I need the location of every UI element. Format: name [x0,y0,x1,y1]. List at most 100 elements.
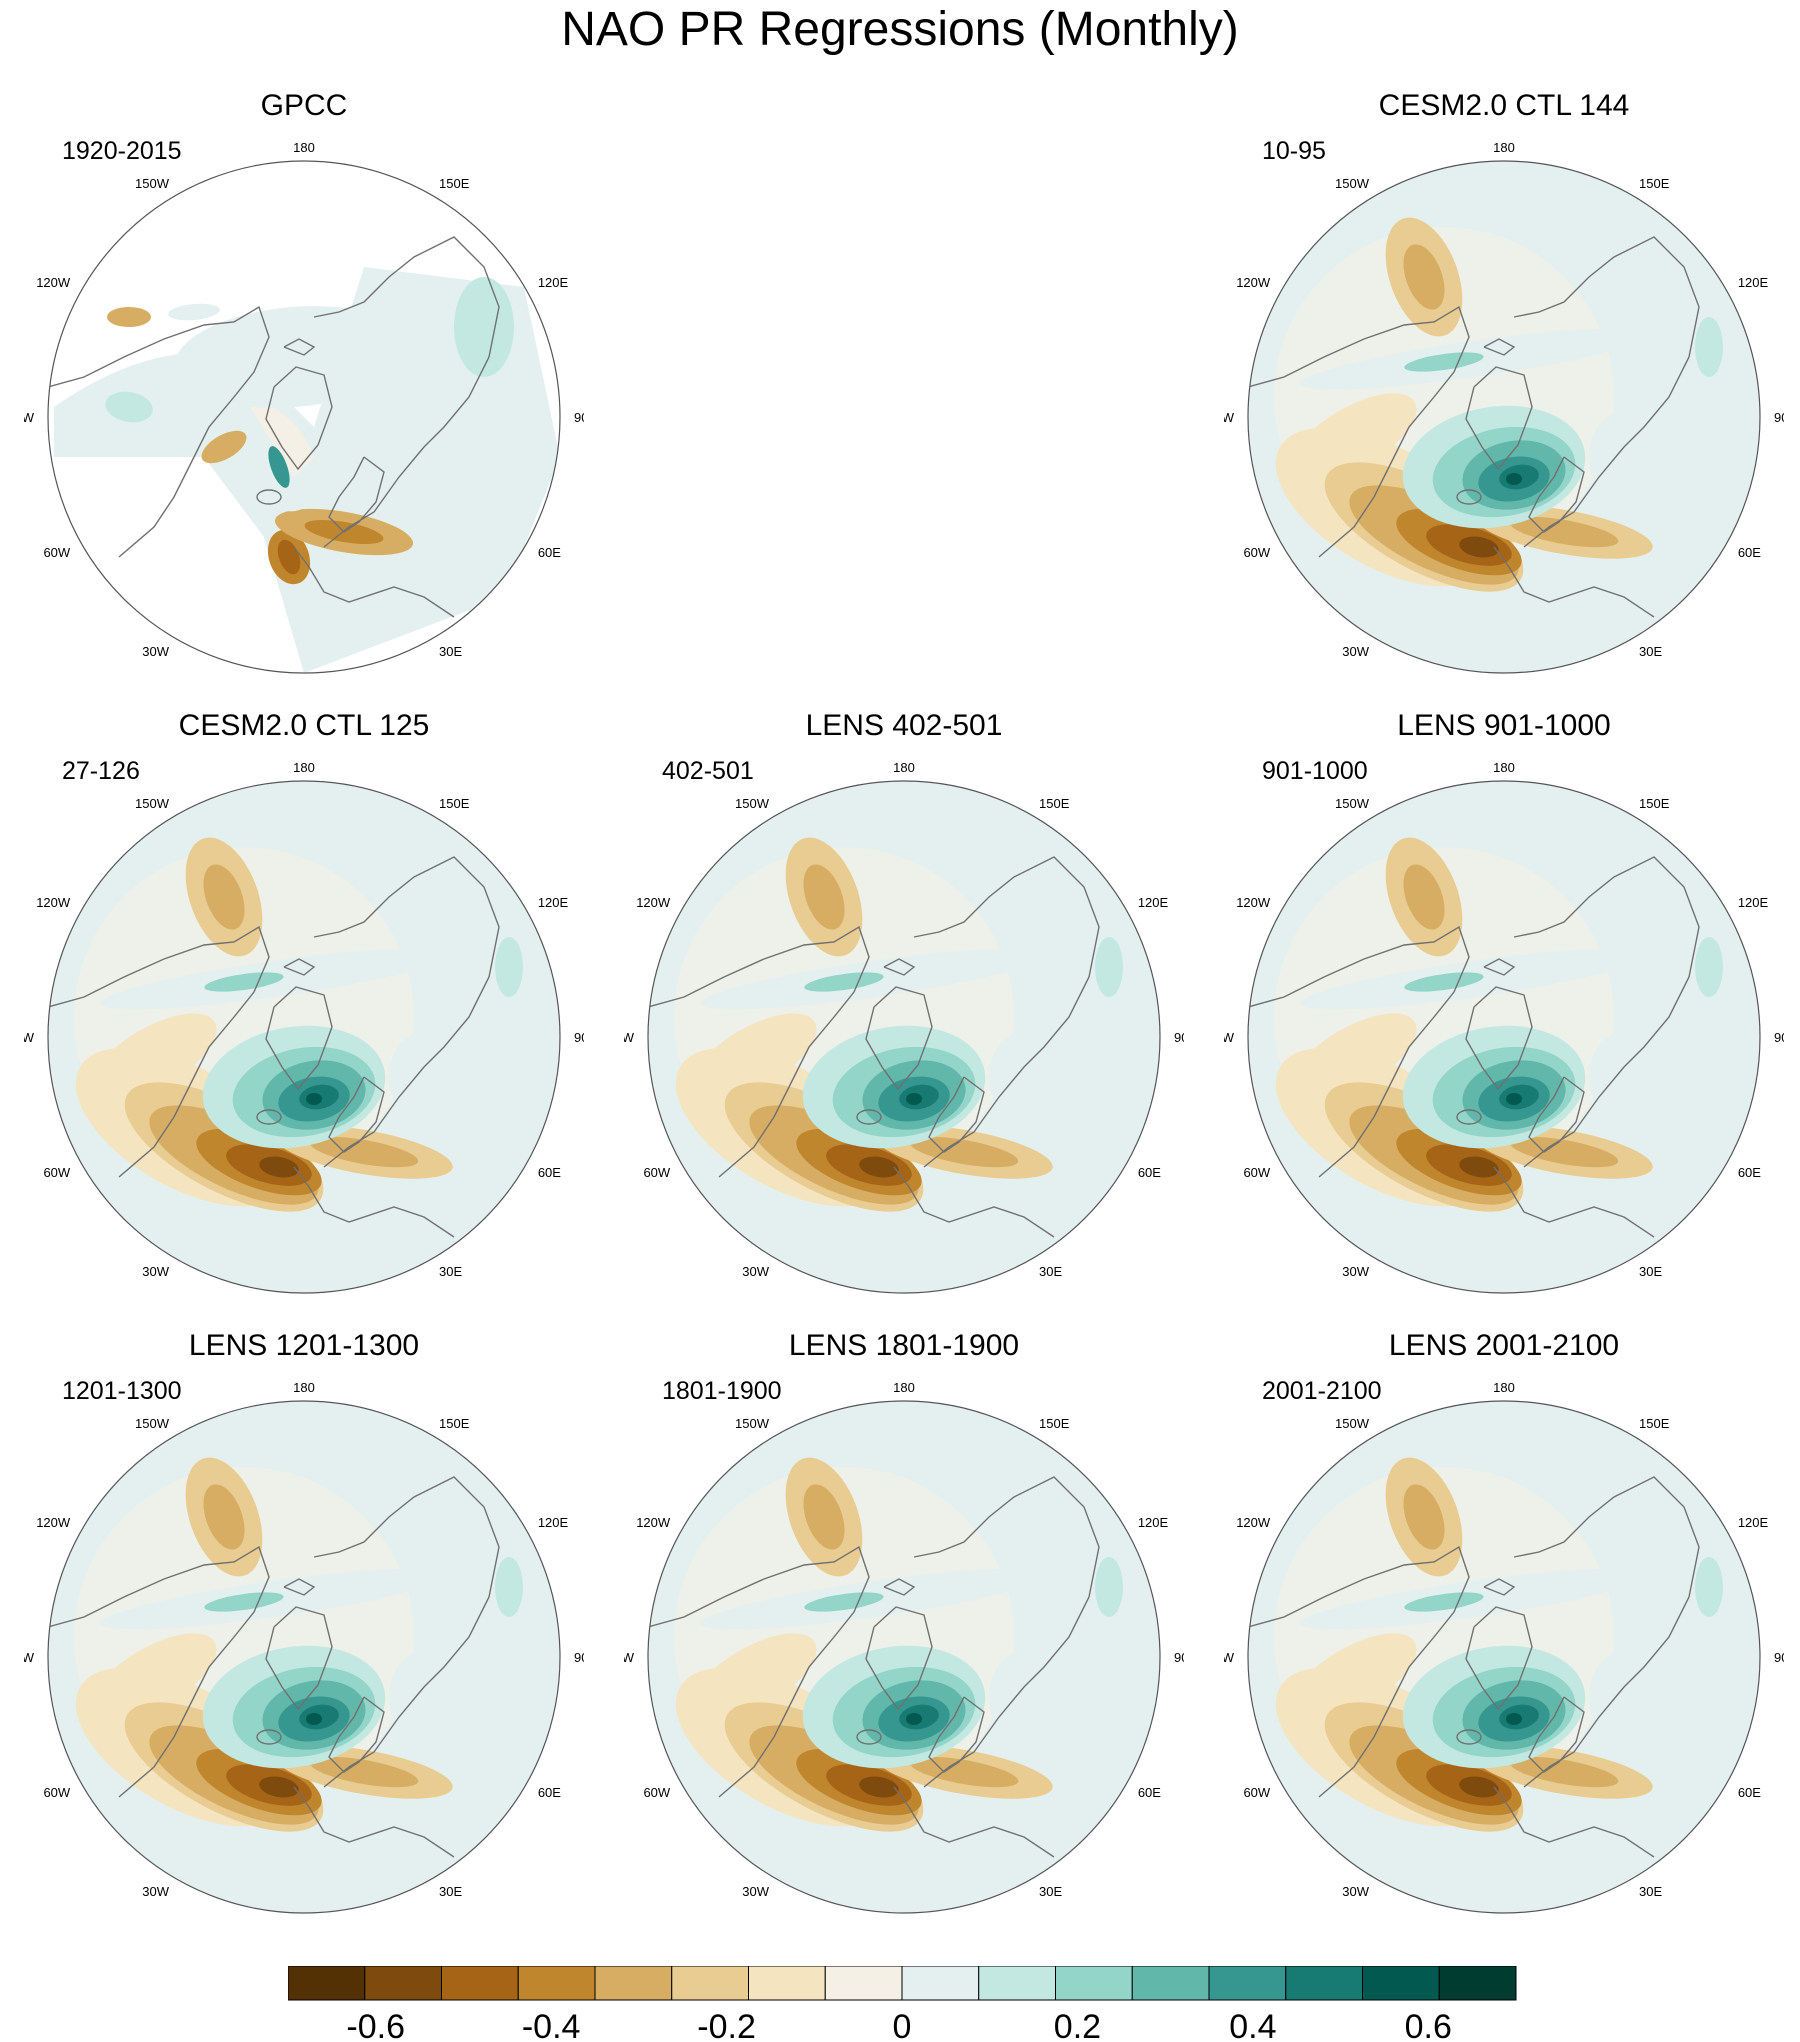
regression-field [48,161,560,673]
field-contour [454,277,514,377]
longitude-label: 90E [574,1030,584,1045]
colorbar-swatch [364,1966,442,2001]
field-contour [389,1032,459,1122]
map-boundary [1247,1400,1761,1914]
longitude-label: 30W [1342,1264,1369,1279]
longitude-label: 120W [36,275,71,290]
coastline [856,1729,882,1745]
longitude-label: 120E [1138,895,1169,910]
colorbar-tick-label: 0.2 [1054,2008,1101,2042]
longitude-label: 120E [1138,1515,1169,1530]
coastline [1248,925,1470,1178]
longitude-label: 60E [1138,1165,1161,1180]
longitude-label: 30E [439,1884,462,1899]
coastline [865,986,933,1091]
field-contour [1589,1032,1659,1122]
longitude-label: 150W [1335,796,1370,811]
longitude-label: 60W [43,545,70,560]
colorbar-swatch [1438,1966,1517,2001]
panel-period: 10-95 [1262,137,1326,165]
longitude-label: 60W [1243,545,1270,560]
field-contour [201,430,247,464]
longitude-label: 90E [1174,1030,1184,1045]
coastline [1493,1786,1655,1858]
panel-period: 2001-2100 [1262,1377,1382,1405]
longitude-label: 30E [439,644,462,659]
colorbar-tick-label: -0.6 [346,2008,405,2042]
colorbar-tick-label: 0 [893,2008,912,2042]
longitude-label: 150W [735,796,770,811]
longitude-label: 60E [538,1165,561,1180]
colorbar-swatch [978,1966,1056,2001]
polar-map: 180150E120E90E60E30E030W60W90W120W150W [624,1380,1184,1914]
field-contour [105,391,153,423]
panel-period: 1201-1300 [62,1377,182,1405]
longitude-label: 150E [1639,176,1670,191]
longitude-label: 150E [1639,796,1670,811]
field-contour [803,1484,845,1550]
colorbar-tick-label: -0.2 [697,2008,756,2042]
coastline [1493,546,1655,618]
longitude-label: 180 [893,760,915,775]
coastline [1465,366,1533,471]
figure-title: NAO PR Regressions (Monthly) [561,3,1239,56]
coastline [328,1076,385,1153]
longitude-label: 90W [1224,410,1235,425]
coastline [928,1696,985,1773]
field-contour [1695,317,1723,377]
longitude-label: 30W [142,644,169,659]
field-contour [280,482,318,512]
regression-field [48,1401,560,1913]
map-panel-lens-402-501: 180150E120E90E60E30E030W60W90W120W150W L… [624,708,1184,1298]
longitude-label: 120W [36,895,71,910]
map-boundary [47,780,561,1294]
field-contour [259,1776,299,1798]
coastline [293,546,455,618]
field-contour [1506,473,1522,485]
longitude-label: 90E [1774,1650,1784,1665]
longitude-label: 30E [1639,644,1662,659]
land-coverage [244,397,314,477]
field-contour [204,1592,284,1612]
longitude-label: 30W [742,1264,769,1279]
coastline [856,1109,882,1125]
coastline [1456,1109,1482,1125]
coastline [913,1476,1100,1788]
coastline [1248,1545,1470,1798]
field-contour [803,864,845,930]
coastline [256,489,282,505]
map-panel-lens-901-1000: 180150E120E90E60E30E030W60W90W120W150W L… [1224,708,1784,1298]
longitude-label: 150E [439,796,470,811]
field-contour [1695,937,1723,997]
field-contour [306,1093,322,1105]
coastline [265,1606,333,1711]
longitude-label: 180 [293,760,315,775]
coastline [1483,958,1516,976]
coastline [893,1166,1055,1238]
regression-field [648,781,1160,1293]
longitude-label: 150W [135,796,170,811]
coastline [283,958,316,976]
longitude-label: 150W [1335,1416,1370,1431]
regression-field [1248,781,1760,1293]
coastline [1456,1729,1482,1745]
coastline [48,925,270,1178]
longitude-label: 180 [293,1380,315,1395]
longitude-label: 30W [142,1264,169,1279]
longitude-label: 150E [1039,1416,1070,1431]
field-contour [1404,972,1484,992]
field-contour [168,303,220,321]
longitude-label: 150E [1039,796,1070,811]
longitude-label: 90E [574,1650,584,1665]
colorbar-swatch [517,1966,596,2001]
longitude-label: 60E [1738,545,1761,560]
longitude-label: 60W [1243,1165,1270,1180]
colorbar-tick-label: 0.4 [1229,2008,1276,2042]
field-contour [1459,1156,1499,1178]
coastline [648,1545,870,1798]
field-contour [203,864,245,930]
longitude-label: 150W [1335,176,1370,191]
coastline [328,1696,385,1773]
coastline [1513,236,1700,548]
panel-period: 901-1000 [1262,757,1368,785]
